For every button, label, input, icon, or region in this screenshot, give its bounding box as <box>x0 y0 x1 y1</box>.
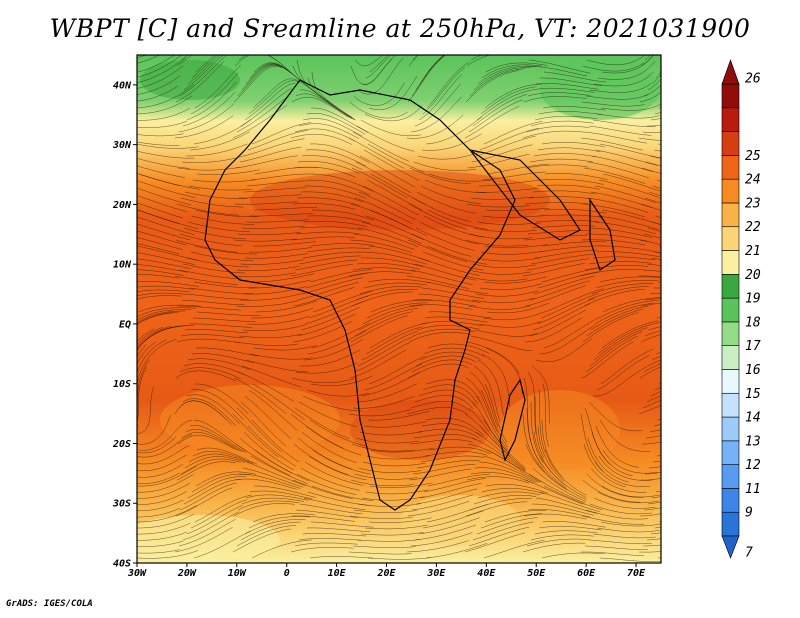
lat-label: 40N <box>113 80 132 91</box>
colorbar-segment <box>721 250 740 275</box>
lat-label: 10S <box>113 379 131 390</box>
coastlines <box>204 79 616 511</box>
lon-label: 10W <box>228 568 247 579</box>
colorbar-segment <box>721 178 740 204</box>
colorbar-segment <box>721 155 740 180</box>
colorbar-label: 16 <box>745 363 761 378</box>
colorbar-label: 14 <box>745 411 761 426</box>
colorbar-label: 22 <box>745 220 761 235</box>
colorbar-segment <box>721 464 740 489</box>
lon-label: 30W <box>127 568 147 579</box>
lat-label: 40S <box>113 559 131 570</box>
colorbar-segment <box>721 488 740 513</box>
colorbar-segment <box>721 321 740 346</box>
lon-label: 70E <box>627 568 646 579</box>
lon-label: 50E <box>527 568 546 579</box>
lat-label: 20S <box>112 439 131 450</box>
lon-label: 10E <box>328 568 347 579</box>
colorbar-label: 26 <box>745 72 761 87</box>
colorbar-labels: 7 9 11 12 13 14 15 16 17 18 19 20 21 22 23 24 25 26 <box>745 72 761 561</box>
colorbar-label: 19 <box>745 292 761 307</box>
lat-label: 10N <box>113 260 132 271</box>
colorbar-segment <box>721 297 740 323</box>
lon-label: 20E <box>376 568 396 579</box>
colorbar-bottom-arrow <box>721 535 740 559</box>
axis-ticks <box>133 84 637 567</box>
chart-title: WBPT [C] and Sreamline at 250hPa, VT: 20… <box>49 14 751 43</box>
colorbar-segment <box>721 274 740 299</box>
colorbar-label: 13 <box>745 434 761 449</box>
colorbar-segment <box>721 345 740 370</box>
colorbar-segment <box>721 107 740 132</box>
lat-label: 30N <box>112 140 132 151</box>
colorbar-label: 15 <box>745 387 761 402</box>
colorbar-label: 11 <box>745 482 761 497</box>
lon-label: 0 <box>284 568 290 579</box>
colorbar-label: 17 <box>745 339 761 354</box>
colorbar-segment <box>721 131 740 156</box>
colorbar-segment <box>721 83 740 109</box>
colorbar-label: 24 <box>745 173 761 188</box>
colorbar-segment <box>721 511 740 537</box>
colorbar-segment <box>721 392 740 418</box>
latitude-labels: 40N 30N 20N 10N EQ 10S 20S 30S 40S <box>112 80 132 569</box>
colorbar <box>721 59 740 559</box>
lon-label: 40E <box>477 568 496 579</box>
lon-label: 30E <box>426 568 446 579</box>
colorbar-label: 18 <box>745 315 761 330</box>
colorbar-label: 9 <box>745 506 753 521</box>
colorbar-label: 23 <box>745 196 761 211</box>
streamlines <box>137 55 661 562</box>
longitude-labels: 30W 20W 10W 0 10E 20E 30E 40E 50E 60E 70E <box>127 568 646 579</box>
colorbar-segment <box>721 440 740 465</box>
colorbar-label: 12 <box>745 458 761 473</box>
credit-text: GrADS: IGES/COLA <box>6 599 93 609</box>
colorbar-label: 21 <box>745 244 761 259</box>
colorbar-label: 20 <box>745 268 761 283</box>
colorbar-top-arrow <box>721 59 740 85</box>
lat-label: 30S <box>112 499 131 510</box>
lon-label: 20W <box>177 568 197 579</box>
colorbar-label: 7 <box>745 546 753 561</box>
plot-frame <box>136 54 662 564</box>
colorbar-label: 25 <box>745 149 761 164</box>
colorbar-segment <box>721 226 740 251</box>
colorbar-segment <box>721 369 740 394</box>
lon-label: 60E <box>577 568 596 579</box>
lat-label: EQ <box>119 319 131 330</box>
lat-label: 20N <box>112 200 132 211</box>
colorbar-segment <box>721 202 740 228</box>
colorbar-segment <box>721 416 740 442</box>
streamline-paths <box>137 55 661 562</box>
wbpt-field <box>137 55 661 563</box>
